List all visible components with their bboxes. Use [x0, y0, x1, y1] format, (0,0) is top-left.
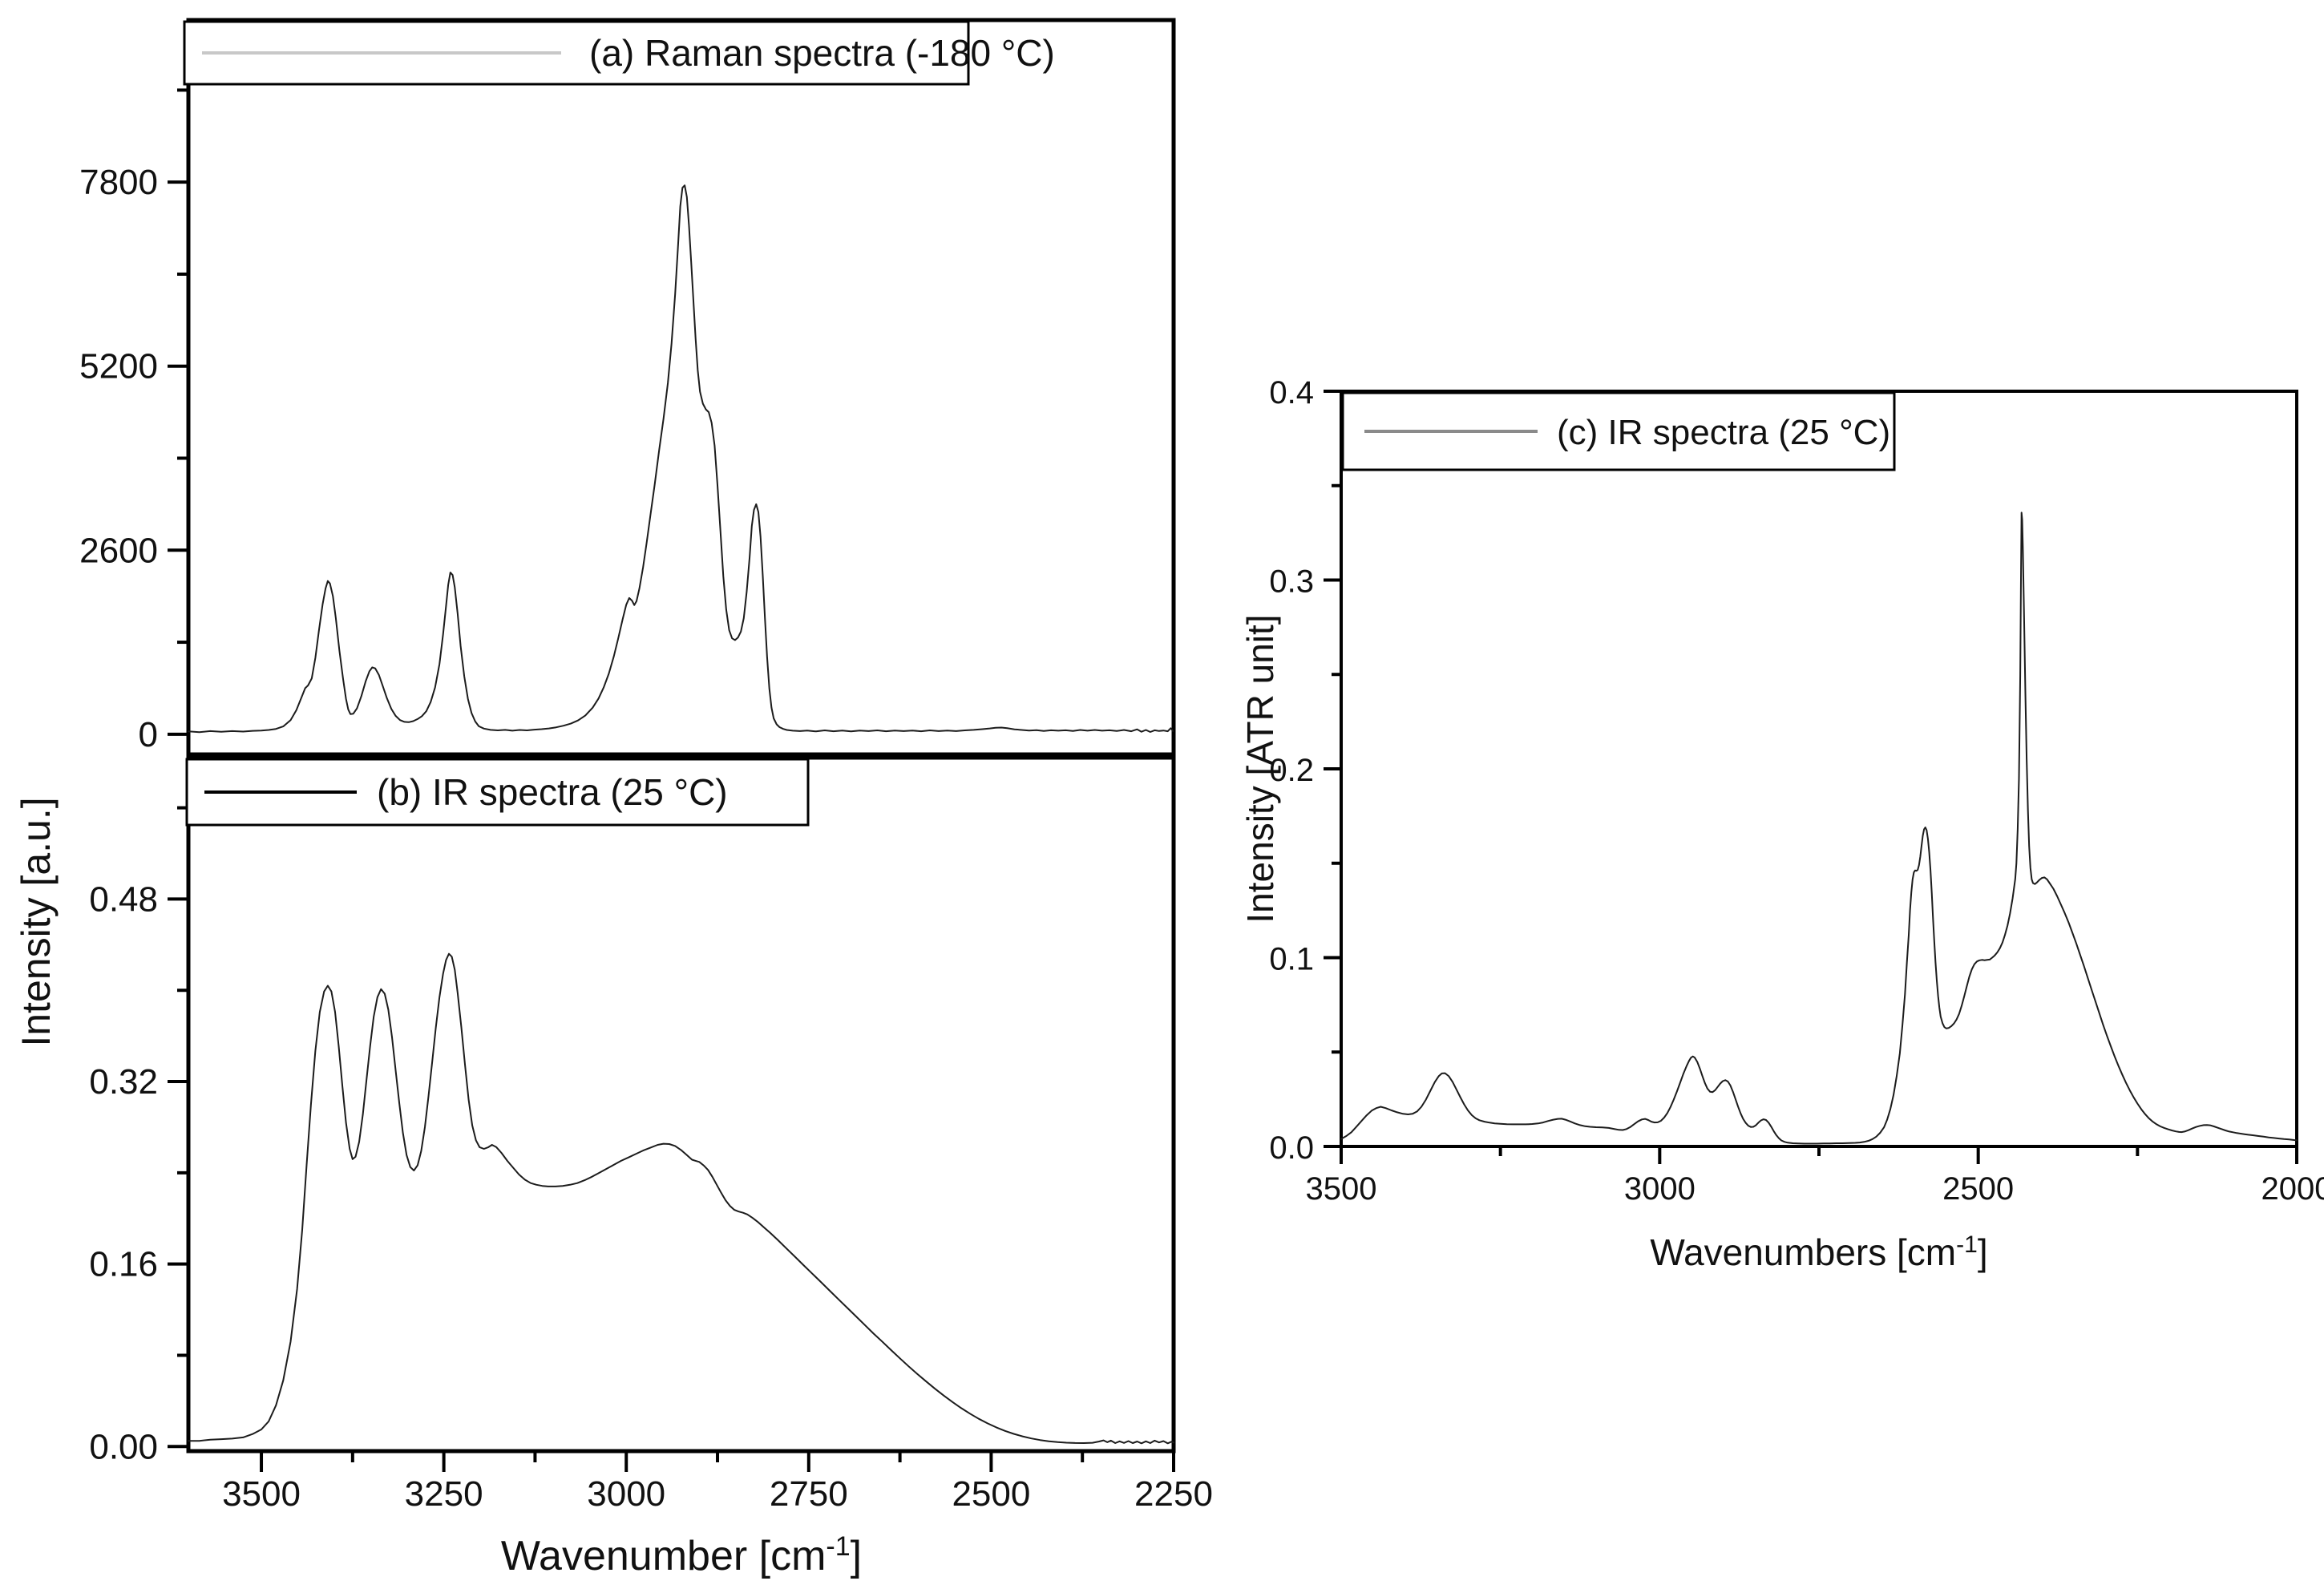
y-tick-label: 5200: [79, 347, 158, 386]
c-x-axis-title-main: Wavenumbers [cm: [1650, 1231, 1956, 1273]
legend-c-label: (c) IR spectra (25 °C): [1557, 413, 1890, 452]
panel-a-ticks: [168, 88, 188, 736]
x-tick-label: 2000: [2261, 1171, 2324, 1207]
ir-b-curve-group: [188, 952, 1174, 1445]
raman-curve: [188, 184, 1174, 734]
left-x-axis-title-sup: -1: [826, 1531, 850, 1562]
x-tick-label: 3000: [1624, 1171, 1696, 1207]
x-tick-label: 2500: [1942, 1171, 2014, 1207]
y-tick-label: 0.16: [89, 1245, 158, 1284]
y-tick-label: 0.32: [89, 1062, 158, 1102]
x-tick-label: 3500: [1306, 1171, 1377, 1207]
legend-b-label: (b) IR spectra (25 °C): [377, 771, 728, 813]
y-tick-label: 0.2: [1269, 753, 1314, 788]
legend-a-label: (a) Raman spectra (-180 °C): [589, 32, 1055, 74]
raman-curve-group: [188, 184, 1174, 734]
panel-c: 0.0 0.1 0.2 0.3 0.4 3500 3000 2500 2000 (c) IR s…: [1239, 375, 2324, 1273]
panel-a-tick-labels: 0 2600 5200 7800: [79, 163, 158, 754]
legend-b: (b) IR spectra (25 °C): [185, 758, 810, 827]
panel-b-frame: [186, 755, 1176, 1454]
panel-b-ticks: [168, 806, 1175, 1472]
panel-a: 0 2600 5200 7800 (a) Raman spectra (-180 °C…: [79, 18, 1176, 757]
x-tick-label: 2500: [952, 1474, 1030, 1514]
panel-c-frame: [1340, 390, 2298, 1148]
panel-a-frame: [186, 18, 1176, 757]
left-x-axis-title-close: ]: [851, 1533, 862, 1579]
panel-c-ticks: [1324, 390, 2298, 1164]
y-tick-label: 0.0: [1269, 1130, 1314, 1166]
c-x-axis-title-sup: -1: [1956, 1231, 1978, 1258]
ir-curve-b: [188, 952, 1174, 1445]
y-tick-label: 0.4: [1269, 375, 1314, 410]
legend-a: (a) Raman spectra (-180 °C): [183, 20, 1055, 86]
y-tick-label: 0.1: [1269, 942, 1314, 977]
left-y-axis-title: Intensity [a.u.]: [14, 797, 59, 1046]
left-x-axis-title-main: Wavenumber [cm: [501, 1533, 827, 1579]
c-x-axis-title: Wavenumbers [cm-1]: [1650, 1231, 1987, 1273]
y-tick-label: 0.48: [89, 879, 158, 919]
panel-b: 0.00 0.16 0.32 0.48 3500 3250 3000 2750 2500 2250…: [89, 755, 1213, 1514]
y-tick-label: 2600: [79, 531, 158, 570]
x-tick-label: 3500: [222, 1474, 301, 1514]
panel-b-tick-labels: 0.00 0.16 0.32 0.48 3500 3250 3000 2750 2500 2250: [89, 879, 1213, 1514]
x-tick-label: 3250: [405, 1474, 483, 1514]
c-x-axis-title-close: ]: [1978, 1231, 1988, 1273]
left-x-axis-title: Wavenumber [cm-1]: [501, 1531, 862, 1579]
x-tick-label: 2250: [1134, 1474, 1213, 1514]
y-tick-label: 0: [139, 715, 158, 754]
c-y-axis-title: Intensity [ATR unit]: [1239, 614, 1281, 923]
legend-c: (c) IR spectra (25 °C): [1341, 391, 1896, 471]
y-tick-label: 7800: [79, 163, 158, 202]
panel-c-tick-labels: 0.0 0.1 0.2 0.3 0.4 3500 3000 2500 2000: [1269, 375, 2324, 1207]
y-tick-label: 0.00: [89, 1427, 158, 1466]
y-tick-label: 0.3: [1269, 564, 1314, 600]
x-tick-label: 3000: [587, 1474, 665, 1514]
ir-curve-c: [1340, 511, 2298, 1145]
ir-c-curve-group: [1340, 511, 2298, 1145]
x-tick-label: 2750: [770, 1474, 848, 1514]
